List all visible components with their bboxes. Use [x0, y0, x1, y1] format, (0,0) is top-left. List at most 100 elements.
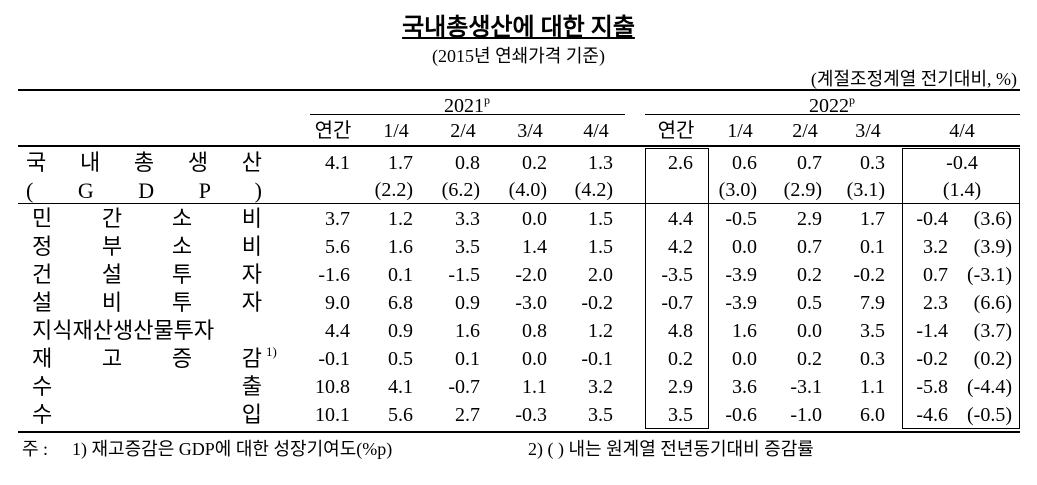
- cell: 0.1: [388, 264, 413, 286]
- cell: 1.1: [860, 376, 885, 398]
- cell: -3.0: [515, 292, 547, 314]
- cell: 0.5: [388, 348, 413, 370]
- cell: 0.9: [455, 292, 480, 314]
- cell: 1.1: [522, 376, 547, 398]
- cell: 3.5: [455, 236, 480, 258]
- year-header: 2021p: [407, 94, 527, 116]
- cell: 1.2: [388, 208, 413, 230]
- column-header: 2/4: [450, 120, 476, 142]
- header-rule: [18, 145, 1020, 147]
- year-mark: p: [484, 93, 490, 107]
- cell: (3.7): [973, 320, 1012, 342]
- row-label-text: 설 비 투 자: [32, 290, 262, 315]
- cell: 1.5: [588, 236, 613, 258]
- year: 2022: [809, 95, 849, 117]
- column-header: 4/4: [949, 120, 975, 142]
- cell: 0.8: [522, 320, 547, 342]
- row-label: 수 입: [32, 404, 262, 426]
- cell: 1.6: [388, 236, 413, 258]
- cell: 5.6: [388, 404, 413, 426]
- column-header: 연간: [657, 120, 695, 142]
- cell: 10.1: [315, 404, 350, 426]
- cell: 4.1: [325, 152, 350, 174]
- cell: 10.8: [315, 376, 350, 398]
- cell: -2.0: [515, 264, 547, 286]
- subtitle: (2015년 연쇄가격 기준): [432, 46, 605, 66]
- cell: 4.8: [668, 320, 693, 342]
- cell: 6.8: [388, 292, 413, 314]
- top-rule: [18, 89, 1020, 91]
- cell: -0.1: [318, 348, 350, 370]
- cell: (2.9): [783, 179, 822, 201]
- cell: 0.7: [797, 236, 822, 258]
- cell: 0.3: [860, 348, 885, 370]
- cell: 3.7: [325, 208, 350, 230]
- row-label: 정 부 소 비: [32, 236, 262, 258]
- unit: (계절조정계열 전기대비, %): [810, 69, 1017, 89]
- column-header: 연간: [314, 120, 352, 142]
- cell: (3.6): [973, 208, 1012, 230]
- cell: 0.0: [522, 348, 547, 370]
- cell: 0.2: [797, 264, 822, 286]
- highlight-box: [645, 148, 709, 429]
- cell: 0.2: [522, 152, 547, 174]
- cell: -1.0: [790, 404, 822, 426]
- cell: 0.7: [797, 152, 822, 174]
- cell: 4.1: [388, 376, 413, 398]
- row-label-text: 정 부 소 비: [32, 234, 262, 259]
- cell: 6.0: [860, 404, 885, 426]
- row-label: 수 출: [32, 376, 262, 398]
- cell: -0.3: [515, 404, 547, 426]
- cell: -3.9: [725, 292, 757, 314]
- cell: -0.1: [581, 348, 613, 370]
- row-label: 지식재산생산물투자: [32, 320, 214, 342]
- row-label-text: 지식재산생산물투자: [32, 318, 215, 343]
- cell: 3.2: [923, 236, 948, 258]
- column-header: 3/4: [517, 120, 543, 142]
- cell: 2.7: [455, 404, 480, 426]
- year-rule: [310, 114, 625, 115]
- year-rule: [645, 114, 1020, 115]
- cell: (0.2): [973, 348, 1012, 370]
- cell: (-0.5): [967, 404, 1012, 426]
- cell: (4.0): [508, 179, 547, 201]
- row-label-text: 재 고 증 감: [32, 346, 262, 371]
- cell: 2.6: [668, 152, 693, 174]
- cell: 0.9: [388, 320, 413, 342]
- cell: 3.5: [860, 320, 885, 342]
- cell: 0.0: [732, 348, 757, 370]
- cell: -5.8: [916, 376, 948, 398]
- cell: -3.5: [661, 264, 693, 286]
- cell: 1.6: [732, 320, 757, 342]
- cell: 3.2: [588, 376, 613, 398]
- row-label: 건 설 투 자: [32, 264, 262, 286]
- column-header: 4/4: [583, 120, 609, 142]
- cell: -3.9: [725, 264, 757, 286]
- cell: -0.2: [581, 292, 613, 314]
- cell: (-3.1): [967, 264, 1012, 286]
- bottom-rule: [18, 431, 1020, 433]
- row-label-text: 수 입: [32, 402, 262, 427]
- cell: 3.5: [588, 404, 613, 426]
- cell: 4.4: [325, 320, 350, 342]
- cell: 9.0: [325, 292, 350, 314]
- cell: (-4.4): [967, 376, 1012, 398]
- cell: -0.2: [916, 348, 948, 370]
- cell: 2.3: [923, 292, 948, 314]
- cell: 0.2: [797, 348, 822, 370]
- cell: -1.6: [318, 264, 350, 286]
- footnote: 1) 재고증감은 GDP에 대한 성장기여도(%p): [72, 439, 393, 459]
- cell: 2.9: [797, 208, 822, 230]
- cell: (3.9): [973, 236, 1012, 258]
- cell: 0.1: [455, 348, 480, 370]
- cell: (2.2): [374, 179, 413, 201]
- cell: (4.2): [574, 179, 613, 201]
- row-label: ( G D P ): [26, 178, 262, 203]
- row-label-text: 수 출: [32, 374, 262, 399]
- cell: -4.6: [916, 404, 948, 426]
- year-header: 2022p: [772, 94, 892, 116]
- cell: 0.0: [797, 320, 822, 342]
- cell: -0.7: [448, 376, 480, 398]
- cell: 3.6: [732, 376, 757, 398]
